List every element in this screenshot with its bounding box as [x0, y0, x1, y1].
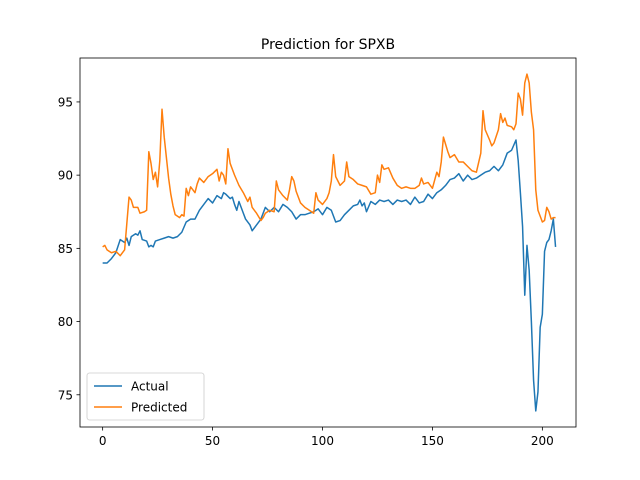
series-line-predicted	[102, 73, 556, 257]
y-tick-label: 75	[58, 388, 73, 402]
legend-label: Predicted	[131, 401, 187, 415]
legend: Actual Predicted	[86, 372, 205, 421]
x-tick-label: 0	[99, 434, 107, 448]
chart-title: Prediction for SPXB	[261, 37, 395, 53]
series-line-actual	[102, 139, 557, 412]
x-tick-label: 100	[311, 434, 334, 448]
legend-label: Actual	[131, 380, 169, 394]
series-layer	[102, 73, 557, 412]
x-tick-label: 200	[531, 434, 554, 448]
tick-layer: 0 50 100 150 200 75 80 85 90 95	[58, 95, 554, 448]
y-tick-label: 85	[58, 242, 73, 256]
x-tick-label: 150	[421, 434, 444, 448]
y-tick-label: 95	[58, 95, 73, 109]
plot-frame	[79, 57, 577, 428]
x-tick-label: 50	[205, 434, 220, 448]
y-tick-label: 80	[58, 315, 73, 329]
y-tick-label: 90	[58, 169, 73, 183]
legend-box	[86, 372, 205, 421]
